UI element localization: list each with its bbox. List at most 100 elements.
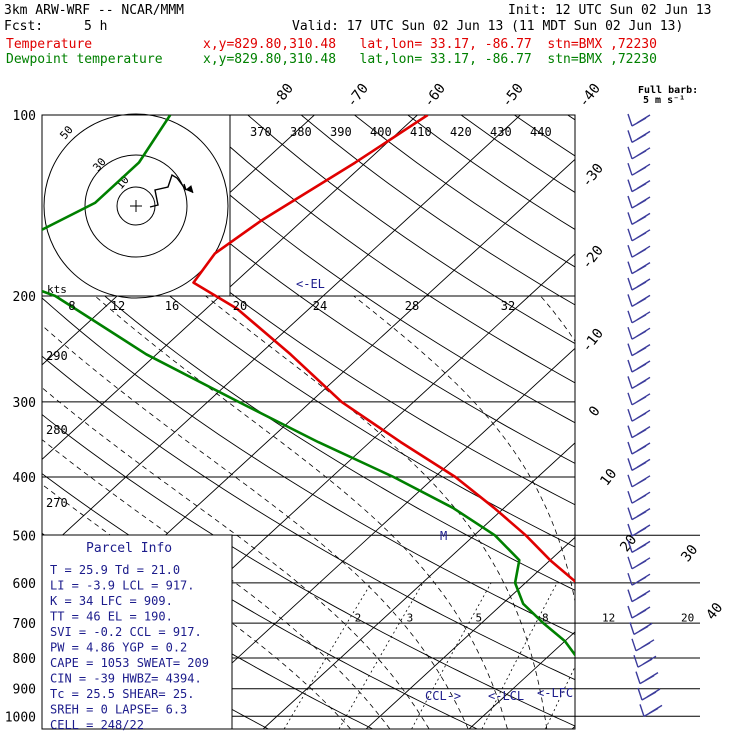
- lcl-label: <-LFC: [537, 686, 573, 700]
- hodograph-ring: [43, 113, 229, 299]
- mixing-ratio-line: [283, 582, 372, 729]
- theta-left-label: 270: [46, 496, 68, 510]
- parcel-row: PW = 4.86 YGP = 0.2: [50, 641, 187, 655]
- isotherm-line: [159, 347, 575, 729]
- wind-barb: [627, 343, 651, 357]
- wind-barb: [637, 687, 661, 701]
- wind-barb: [627, 523, 651, 537]
- mixing-ratio-line: [481, 582, 558, 729]
- isotherm-line: [571, 725, 575, 729]
- forecast-hour: 5 h: [84, 19, 108, 34]
- dry-adiabat: [42, 355, 575, 681]
- theta-label: 370: [250, 125, 272, 139]
- wind-barb: [629, 622, 653, 636]
- wind-barb: [627, 195, 651, 209]
- moist-adiabat: [42, 387, 430, 729]
- pressure-tick-label: 800: [13, 652, 36, 667]
- temperature-tick-label: 0: [586, 403, 604, 419]
- wind-barb: [627, 113, 651, 127]
- wind-barb: [627, 179, 651, 193]
- temperature-tick-label: -30: [579, 161, 607, 191]
- parcel-row: K = 34 LFC = 909.: [50, 594, 173, 608]
- wind-barb: [627, 474, 651, 488]
- isotherm-line: [0, 115, 5, 729]
- mixing-ratio-line: [411, 582, 492, 729]
- moist-adiabat: [666, 296, 722, 729]
- dry-adiabat: [460, 115, 575, 193]
- wind-barb: [635, 671, 659, 685]
- theta-label: 390: [330, 125, 352, 139]
- mixing-ratio-line: [545, 665, 575, 729]
- moist-adiabat: [353, 295, 575, 604]
- dry-adiabat: [42, 297, 575, 635]
- moist-adiabat: [205, 295, 548, 729]
- dry-adiabat: [42, 181, 575, 548]
- wind-barb: [627, 326, 651, 340]
- wind-barb: [627, 359, 651, 373]
- parcel-row: TT = 46 EL = 190.: [50, 610, 173, 624]
- el-label: <-EL: [296, 277, 325, 291]
- dry-adiabat: [674, 115, 740, 729]
- theta-left-label: 280: [46, 423, 68, 437]
- isotherm-line: [365, 536, 575, 729]
- valid-time: Valid: 17 UTC Sun 02 Jun 13 (11 MDT Sun …: [292, 19, 684, 34]
- temperature-tick-label: -60: [421, 81, 449, 111]
- parcel-row: LI = -3.9 LCL = 917.: [50, 579, 195, 593]
- wind-barb: [627, 212, 651, 226]
- temperature-tick-label: -50: [499, 81, 527, 111]
- moist-adiabat: [540, 295, 575, 342]
- temperature-tick-label: -20: [579, 243, 607, 273]
- sounding-profiles: [42, 115, 575, 657]
- full-barb-units: 5 m s⁻¹: [643, 95, 685, 106]
- mixing-ratio-line: [338, 582, 424, 729]
- parcel-row: CIN = -39 HWBZ= 4394.: [50, 672, 202, 686]
- wind-barb: [627, 507, 651, 521]
- moist-adiabat: [42, 324, 469, 729]
- pressure-tick-label: 400: [13, 471, 36, 486]
- temperature-tick-label: -10: [579, 326, 607, 356]
- mixing-ratio-label: 2: [355, 612, 362, 625]
- wind-barb: [631, 638, 655, 652]
- mixing-ratio-label: 5: [475, 612, 482, 625]
- full-barb-label: Full barb:: [638, 85, 698, 96]
- wind-barb: [627, 556, 651, 570]
- hodograph-ring: [84, 154, 188, 258]
- temperature-tick-label: -40: [576, 81, 604, 111]
- dewpoint-legend: Dewpoint temperature: [6, 52, 163, 67]
- dry-adiabat: [87, 115, 575, 464]
- hodograph-speed-label: 16: [165, 299, 179, 313]
- pressure-tick-label: 200: [13, 290, 36, 305]
- model-title: 3km ARW-WRF -- NCAR/MMM: [4, 3, 185, 18]
- hodograph-speed-label: 28: [405, 299, 419, 313]
- mixing-ratio-line: [629, 583, 695, 729]
- pressure-tick-label: 700: [13, 617, 36, 632]
- dry-adiabat: [567, 115, 575, 121]
- hodograph-speed-label: 32: [501, 299, 515, 313]
- temperature-location: x,y=829.80,310.48 lat,lon= 33.17, -86.77…: [203, 37, 657, 52]
- wind-barbs: [627, 113, 663, 718]
- isotherm-line: [262, 442, 575, 729]
- wind-barb: [627, 605, 651, 619]
- parcel-title: Parcel Info: [86, 541, 172, 556]
- theta-label: 380: [290, 125, 312, 139]
- wind-barb: [627, 408, 651, 422]
- mixing-ratio-lines: [283, 582, 695, 729]
- dry-adiabat: [42, 122, 575, 506]
- isotherm-line: [468, 631, 575, 729]
- pressure-tick-label: 1000: [5, 710, 36, 725]
- wind-barb: [639, 704, 663, 718]
- dry-adiabat: [247, 115, 575, 345]
- wind-barb: [627, 458, 651, 472]
- wind-barb: [627, 490, 651, 504]
- hodograph-speed-label: 12: [111, 299, 125, 313]
- wind-barb: [627, 540, 651, 554]
- pressure-tick-label: 500: [13, 529, 36, 544]
- mixing-ratio-label: 20: [681, 612, 694, 625]
- moist-adiabat: [94, 295, 508, 729]
- wind-barb: [627, 244, 651, 258]
- theta-left-label: 290: [46, 349, 68, 363]
- dry-adiabat: [354, 115, 575, 268]
- isotherm-line: [675, 115, 740, 729]
- wind-barb: [627, 162, 651, 176]
